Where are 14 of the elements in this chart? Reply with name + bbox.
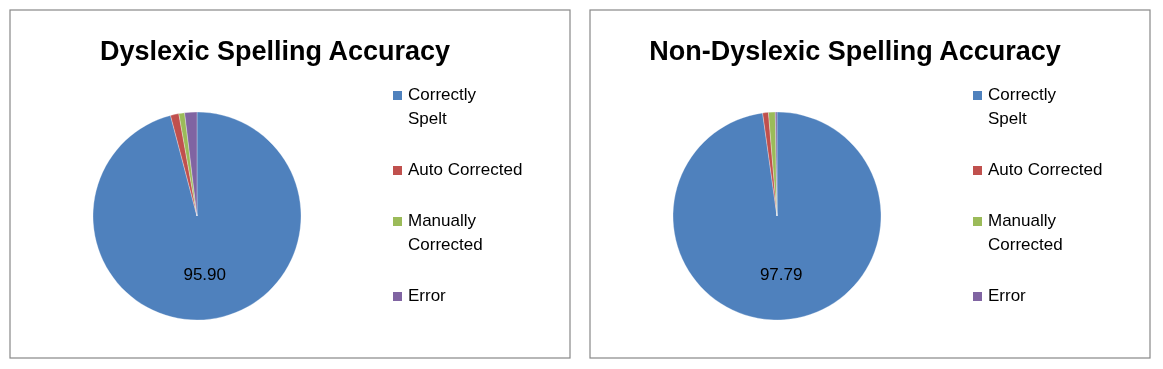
legend-label: Correctly Spelt (988, 85, 1057, 129)
legend-label: Auto Corrected (988, 160, 1103, 180)
data-label: 95.90 (183, 264, 226, 284)
legend-label: Manually Corrected (408, 211, 483, 255)
legend-label: Error (988, 286, 1027, 306)
chart-title: Non-Dyslexic Spelling Accuracy (649, 36, 1061, 66)
pie-slice (672, 111, 882, 320)
legend-label: Correctly Spelt (408, 85, 477, 129)
pie-slice (92, 111, 302, 320)
chart-title: Dyslexic Spelling Accuracy (99, 36, 451, 66)
data-label: 97.79 (759, 265, 803, 285)
legend-label: Error (408, 286, 447, 306)
legend-label: Auto Corrected (408, 160, 523, 180)
legend-label: Manually Corrected (988, 211, 1063, 255)
